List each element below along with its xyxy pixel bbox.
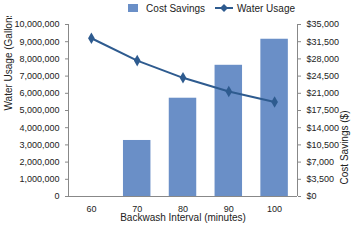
svg-text:3,000,000: 3,000,000 xyxy=(19,140,59,150)
svg-text:Cost Savings ($): Cost Savings ($) xyxy=(339,111,350,185)
svg-text:$35,000: $35,000 xyxy=(307,19,340,29)
svg-text:$10,500: $10,500 xyxy=(307,140,340,150)
svg-text:4,000,000: 4,000,000 xyxy=(19,123,59,133)
svg-text:60: 60 xyxy=(86,204,96,214)
svg-text:$0: $0 xyxy=(307,191,317,201)
svg-text:$24,500: $24,500 xyxy=(307,71,340,81)
svg-text:0: 0 xyxy=(54,191,59,201)
svg-text:Water Usage (Gallons/year): Water Usage (Gallons/year) xyxy=(3,16,14,111)
svg-text:Backwash Interval (minutes): Backwash Interval (minutes) xyxy=(120,212,246,223)
svg-text:$3,500: $3,500 xyxy=(307,174,335,184)
svg-text:100: 100 xyxy=(267,204,282,214)
svg-text:8,000,000: 8,000,000 xyxy=(19,54,59,64)
svg-text:$17,500: $17,500 xyxy=(307,105,340,115)
svg-text:9,000,000: 9,000,000 xyxy=(19,37,59,47)
svg-text:1,000,000: 1,000,000 xyxy=(19,174,59,184)
svg-text:$31,500: $31,500 xyxy=(307,37,340,47)
html-text:Cost Savings: Cost Savings xyxy=(146,2,205,14)
svg-text:5,000,000: 5,000,000 xyxy=(19,105,59,115)
svg-text:2,000,000: 2,000,000 xyxy=(19,157,59,167)
svg-text:$14,000: $14,000 xyxy=(307,123,340,133)
svg-text:90: 90 xyxy=(223,203,234,214)
svg-text:7,000,000: 7,000,000 xyxy=(19,71,59,81)
svg-text:6,000,000: 6,000,000 xyxy=(19,88,59,98)
svg-text:10,000,000: 10,000,000 xyxy=(14,19,59,29)
svg-text:$28,000: $28,000 xyxy=(307,54,340,64)
svg-text:70: 70 xyxy=(132,203,143,214)
svg-text:80: 80 xyxy=(178,203,188,214)
svg-text:$21,000: $21,000 xyxy=(307,88,340,98)
svg-text:$7,000: $7,000 xyxy=(307,157,335,167)
html-text:Water Usage: Water Usage xyxy=(237,2,295,14)
